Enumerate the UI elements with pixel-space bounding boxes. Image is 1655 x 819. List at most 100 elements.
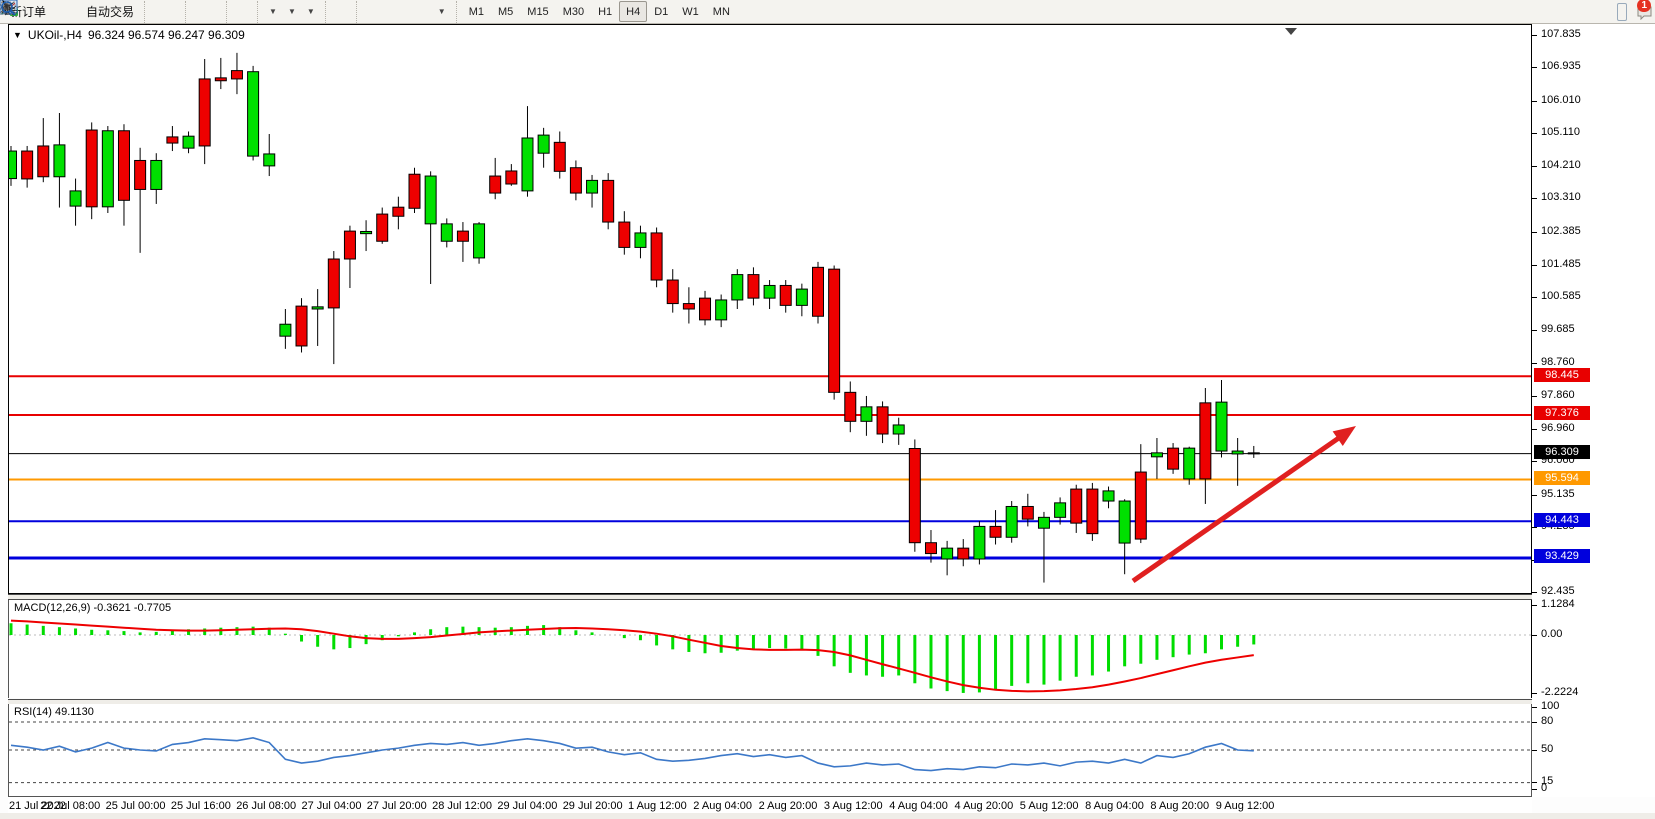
time-label: 2 Aug 04:00 xyxy=(693,800,753,812)
timeframe-m5[interactable]: M5 xyxy=(498,5,514,18)
symbol-label: UKOil-,H4 xyxy=(27,28,82,42)
crosshair-icon[interactable] xyxy=(1,1,351,21)
time-label: 25 Jul 16:00 xyxy=(170,800,231,812)
price-label: 101.485 xyxy=(1541,258,1581,270)
candlestick-chart[interactable] xyxy=(9,25,1531,593)
cursor-icon[interactable] xyxy=(2,0,341,21)
time-label: 27 Jul 20:00 xyxy=(366,800,427,812)
chart-title: ▼ UKOil-,H4 96.324 96.574 96.247 96.309 xyxy=(13,28,245,42)
tile-windows-icon[interactable] xyxy=(1,1,221,21)
price-tick xyxy=(1532,527,1537,528)
chart-shift-icon[interactable] xyxy=(1,2,252,21)
pane-separator[interactable] xyxy=(8,594,1532,600)
price-tick xyxy=(1532,592,1537,593)
timeframe-mn[interactable]: MN xyxy=(712,5,730,18)
search-icon[interactable] xyxy=(1,1,1627,21)
rsi-label: 100 xyxy=(1541,700,1560,712)
indicators-icon[interactable]: ▼ xyxy=(0,0,282,21)
signals-icon[interactable] xyxy=(0,3,81,21)
macd-label: -2.2224 xyxy=(1541,686,1579,698)
time-label: 3 Aug 12:00 xyxy=(823,800,883,812)
time-axis[interactable]: 21 Jul 2022 22 Jul 08:00 25 Jul 00:00 25 Ju… xyxy=(8,797,1532,813)
timeframe-m1[interactable]: M1 xyxy=(468,5,484,18)
macd-tick xyxy=(1532,693,1537,694)
equidistant-channel-icon[interactable]: E xyxy=(0,2,402,21)
price-label: 100.585 xyxy=(1541,290,1581,302)
price-tick xyxy=(1532,330,1537,331)
profile-icon[interactable] xyxy=(0,0,71,21)
rsi-label: RSI(14) 49.1130 xyxy=(14,706,94,718)
notifications-icon[interactable]: 1 xyxy=(1635,0,1652,21)
price-tick xyxy=(1532,198,1537,199)
price-label: 97.860 xyxy=(1541,389,1575,401)
rsi-pane[interactable]: RSI(14) 49.1130 xyxy=(8,704,1532,797)
timeframe-h1[interactable]: H1 xyxy=(598,5,613,18)
auto-trading-button[interactable]: 自动交易 xyxy=(1,0,139,21)
auto-scroll-icon[interactable] xyxy=(1,2,242,21)
price-tick xyxy=(1532,265,1537,266)
chevron-down-icon: ▼ xyxy=(306,7,315,16)
vertical-line-icon[interactable] xyxy=(4,1,372,21)
price-tick xyxy=(1532,101,1537,102)
templates-icon[interactable]: ▼ xyxy=(0,0,320,21)
price-label: 92.435 xyxy=(1541,585,1575,597)
fibonacci-icon[interactable]: F xyxy=(1,2,412,21)
rsi-tick xyxy=(1532,722,1537,723)
ohlc-readout: 96.324 96.574 96.247 96.309 xyxy=(87,28,245,42)
toolbar-group-objects: E F A T ▼ xyxy=(0,0,456,23)
time-label: 5 Aug 12:00 xyxy=(1019,800,1079,812)
timeframe-d1[interactable]: D1 xyxy=(654,5,669,18)
chevron-down-icon: ▼ xyxy=(287,7,296,16)
new-order-button[interactable]: 新订单 xyxy=(5,3,51,21)
timeframe-w1[interactable]: W1 xyxy=(682,5,699,18)
rsi-label: 80 xyxy=(1541,715,1554,727)
svg-text:A: A xyxy=(2,0,11,15)
price-tick xyxy=(1532,166,1537,167)
price-label: 105.110 xyxy=(1541,126,1580,138)
price-badge: 94.443 xyxy=(1534,513,1590,527)
toolbar-group-cursor xyxy=(1,0,356,23)
time-label: 8 Aug 20:00 xyxy=(1150,800,1210,812)
macd-tick xyxy=(1532,605,1537,606)
auto-trading-label: 自动交易 xyxy=(86,5,135,19)
chevron-down-icon: ▼ xyxy=(13,30,22,40)
bar-chart-icon[interactable] xyxy=(2,2,160,21)
new-order-label: 新订单 xyxy=(10,5,47,19)
price-axis[interactable]: 107.835 106.935 106.010 105.110 104.210 103.3… xyxy=(1532,24,1655,797)
text-label-icon[interactable]: T xyxy=(0,1,432,21)
time-label: 22 Jul 08:00 xyxy=(40,800,101,812)
candlestick-chart-icon[interactable] xyxy=(1,1,170,21)
price-badge: 93.429 xyxy=(1534,549,1590,563)
price-tick xyxy=(1532,35,1537,36)
line-chart-icon[interactable] xyxy=(0,2,180,21)
price-label: 103.310 xyxy=(1541,191,1581,203)
time-label: 29 Jul 20:00 xyxy=(562,800,623,812)
rsi-label: 50 xyxy=(1541,743,1554,755)
zoom-out-icon[interactable] xyxy=(1,1,211,21)
macd-pane[interactable]: MACD(12,26,9) -0.3621 -0.7705 xyxy=(8,600,1532,698)
charts-icon[interactable] xyxy=(0,0,61,21)
timeframe-m30[interactable]: M30 xyxy=(562,5,585,18)
time-label: 4 Aug 04:00 xyxy=(889,800,948,812)
status-strip xyxy=(0,813,1655,819)
timeframe-m15[interactable]: M15 xyxy=(527,5,549,18)
rsi-label: 15 xyxy=(1541,775,1554,787)
periods-icon[interactable]: ▼ xyxy=(1,1,301,21)
time-label: 26 Jul 08:00 xyxy=(236,800,297,812)
time-label: 27 Jul 04:00 xyxy=(301,800,362,812)
trendline-icon[interactable] xyxy=(1,1,392,21)
time-label: 21 Jul 2022 xyxy=(9,800,66,812)
text-icon[interactable]: A xyxy=(2,0,422,21)
horizontal-line-icon[interactable] xyxy=(1,3,382,21)
price-tick xyxy=(1532,461,1537,462)
price-label: 106.935 xyxy=(1541,60,1581,72)
rsi-tick xyxy=(1532,750,1537,751)
time-label: 25 Jul 00:00 xyxy=(105,800,166,812)
zoom-in-icon[interactable] xyxy=(1,1,201,21)
main-chart-pane[interactable]: ▼ UKOil-,H4 96.324 96.574 96.247 96.309 xyxy=(8,24,1532,594)
time-label: 4 Aug 20:00 xyxy=(954,800,1014,812)
timeframe-h4[interactable]: H4 xyxy=(619,1,648,22)
arrows-icon[interactable]: ▼ xyxy=(2,2,451,21)
price-tick xyxy=(1532,495,1537,496)
